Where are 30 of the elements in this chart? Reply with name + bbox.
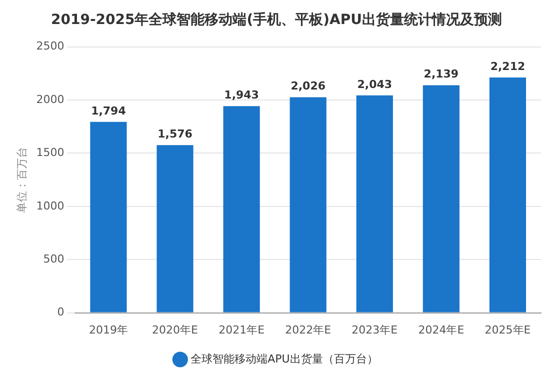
x-tick-label: 2023年E <box>352 323 398 336</box>
y-tick-label: 2500 <box>36 40 64 53</box>
chart-title: 2019-2025年全球智能移动端(手机、平板)APU出货量统计情况及预测 <box>50 11 502 28</box>
y-tick-label: 2000 <box>36 92 64 106</box>
y-tick-label: 1500 <box>36 146 64 160</box>
text: 1,943 <box>224 88 259 102</box>
x-tick-label: 2019年 <box>88 323 128 336</box>
bar <box>489 77 526 312</box>
text: 2,139 <box>424 68 459 81</box>
bar <box>90 122 127 312</box>
text: 1,794 <box>91 104 126 118</box>
bar <box>223 106 260 312</box>
y-tick-label: 500 <box>43 252 64 266</box>
bar <box>156 145 194 312</box>
bar <box>356 95 393 312</box>
x-tick-label: 2020年E <box>152 323 198 336</box>
y-axis-title: 单位：百万台 <box>15 146 28 213</box>
x-tick-label: 2022年E <box>285 323 332 336</box>
bar <box>290 97 326 312</box>
x-tick-label: 2021年E <box>218 323 265 336</box>
legend-label: 全球智能移动端APU出货量（百万台） <box>190 352 378 366</box>
x-tick-label: 2024年E <box>418 323 464 336</box>
y-tick-label: 0 <box>57 306 64 319</box>
bar <box>422 85 460 312</box>
text: 2,212 <box>490 60 526 73</box>
y-tick-label: 1000 <box>36 199 64 212</box>
x-tick-label: 2025年E <box>484 323 531 336</box>
text: 2,026 <box>290 80 326 93</box>
text: 1,576 <box>158 127 192 140</box>
text: 2,043 <box>357 78 392 91</box>
